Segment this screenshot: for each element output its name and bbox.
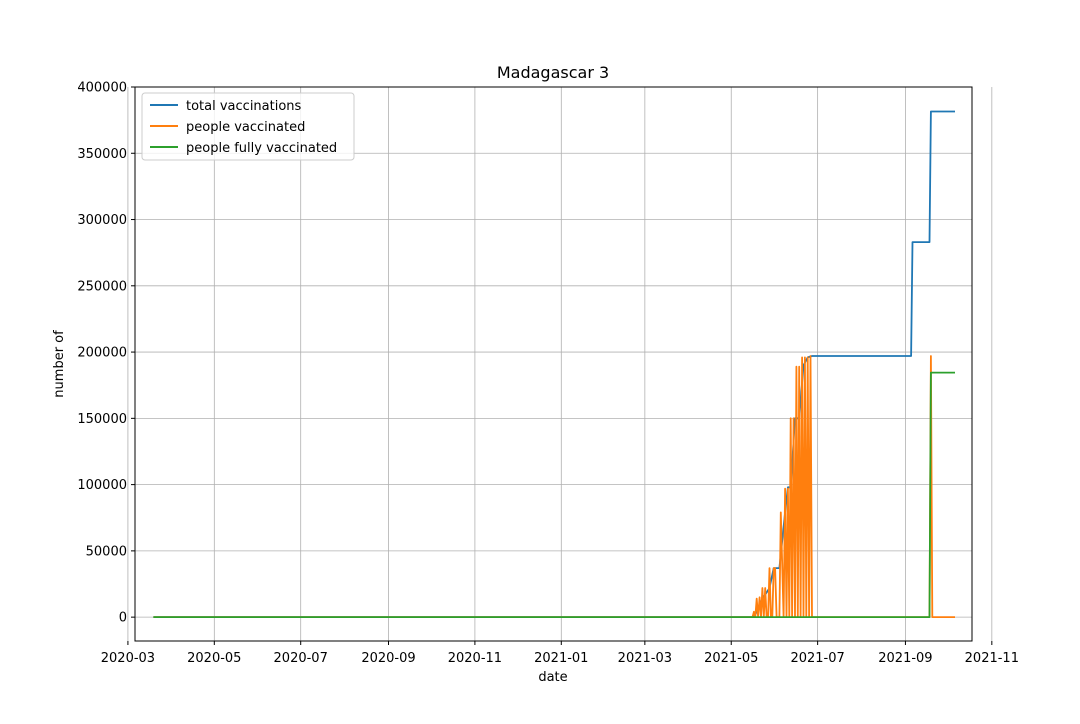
legend-label-total-vaccinations: total vaccinations <box>186 99 302 114</box>
x-tick-label: 2021-11 <box>965 651 1019 666</box>
y-axis-label: number of <box>52 330 67 398</box>
y-tick-label: 300000 <box>77 213 127 228</box>
legend-label-people-vaccinated: people vaccinated <box>186 120 305 135</box>
x-tick-label: 2020-09 <box>361 651 415 666</box>
series-line-people-fully-vaccinated <box>153 371 955 618</box>
plot-frame <box>134 86 973 642</box>
y-tick-label: 400000 <box>77 81 127 96</box>
y-tick-label: 250000 <box>77 279 127 294</box>
x-tick-label: 2020-05 <box>187 651 241 666</box>
y-tick-label: 100000 <box>77 478 127 493</box>
x-tick-label: 2020-03 <box>101 651 155 666</box>
y-tick-label: 350000 <box>77 147 127 162</box>
x-axis-ticks: 2020-03 2020-05 2020-07 2020-09 2020-11 2021-… <box>101 641 1019 666</box>
x-axis-label: date <box>538 670 567 685</box>
y-axis-ticks: 0 50000 100000 150000 200000 250000 300000 3500… <box>77 81 135 626</box>
series-lines <box>153 110 955 618</box>
x-tick-label: 2021-05 <box>704 651 758 666</box>
x-tick-label: 2021-09 <box>878 651 932 666</box>
x-tick-label: 2021-03 <box>618 651 672 666</box>
legend: total vaccinations people vaccinated peo… <box>141 92 355 161</box>
y-tick-label: 50000 <box>86 544 127 559</box>
y-tick-label: 0 <box>119 611 127 626</box>
legend-box <box>141 92 355 161</box>
x-tick-label: 2020-07 <box>274 651 328 666</box>
legend-label-people-fully-vaccinated: people fully vaccinated <box>186 141 337 156</box>
x-tick-label: 2020-11 <box>448 651 502 666</box>
y-tick-label: 200000 <box>77 346 127 361</box>
chart-title: Madagascar 3 <box>497 63 609 82</box>
y-tick-label: 150000 <box>77 412 127 427</box>
x-tick-label: 2021-01 <box>534 651 588 666</box>
x-tick-label: 2021-07 <box>790 651 844 666</box>
